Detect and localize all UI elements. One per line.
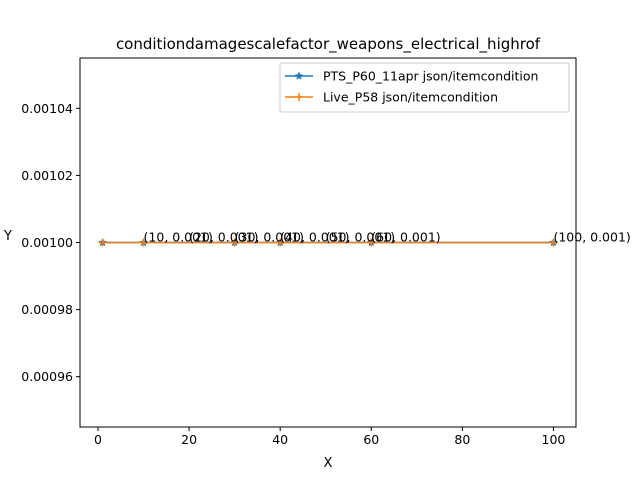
plus-marker bbox=[276, 238, 285, 247]
x-tick-label: 0 bbox=[94, 432, 102, 447]
plus-marker bbox=[367, 238, 376, 247]
x-tick-label: 80 bbox=[454, 432, 470, 447]
plus-marker bbox=[98, 238, 107, 247]
y-tick-label: 0.00100 bbox=[21, 235, 73, 250]
data-label: (60, 0.001) bbox=[371, 230, 440, 245]
x-axis-label: X bbox=[324, 456, 333, 471]
legend: PTS_P60_11apr json/itemcondition Live_P58… bbox=[279, 62, 570, 113]
legend-marker bbox=[295, 93, 303, 101]
x-tick-label: 20 bbox=[181, 432, 197, 447]
x-tick-label: 60 bbox=[363, 432, 379, 447]
plus-marker bbox=[139, 238, 148, 247]
data-point bbox=[549, 238, 558, 247]
series-marks bbox=[98, 237, 558, 247]
x-tick-label: 100 bbox=[542, 432, 566, 447]
y-tick-label: 0.00104 bbox=[21, 101, 73, 116]
data-point bbox=[367, 238, 376, 247]
plus-marker bbox=[230, 238, 239, 247]
data-label: (50, 0.001) bbox=[326, 230, 395, 245]
plus-marker bbox=[549, 238, 558, 247]
data-label: (40, 0.001) bbox=[280, 230, 349, 245]
legend-box bbox=[279, 62, 570, 113]
data-label: (30, 0.001) bbox=[235, 230, 304, 245]
point-annotations: (10, 0.001)(20, 0.001)(30, 0.001)(40, 0.… bbox=[144, 230, 631, 245]
legend-label: Live_P58 json/itemcondition bbox=[323, 90, 498, 105]
data-label: (20, 0.001) bbox=[189, 230, 258, 245]
legend-marker bbox=[294, 71, 304, 80]
chart-title: conditiondamagescalefactor_weapons_elect… bbox=[116, 35, 541, 54]
data-point bbox=[139, 238, 148, 247]
y-tick-label: 0.00096 bbox=[21, 369, 73, 384]
axes: 0 20 40 60 80 100 0.00096 0.00098 0.00100 0.00102… bbox=[21, 57, 577, 447]
legend-label: PTS_P60_11apr json/itemcondition bbox=[323, 69, 538, 84]
data-point bbox=[98, 238, 107, 247]
y-tick-label: 0.00098 bbox=[21, 302, 73, 317]
data-point bbox=[276, 238, 285, 247]
data-label: (10, 0.001) bbox=[144, 230, 213, 245]
y-tick-label: 0.00102 bbox=[21, 168, 73, 183]
data-point bbox=[230, 238, 239, 247]
data-label: (100, 0.001) bbox=[553, 230, 630, 245]
y-axis-label: Y bbox=[3, 229, 12, 244]
x-tick-label: 40 bbox=[272, 432, 288, 447]
